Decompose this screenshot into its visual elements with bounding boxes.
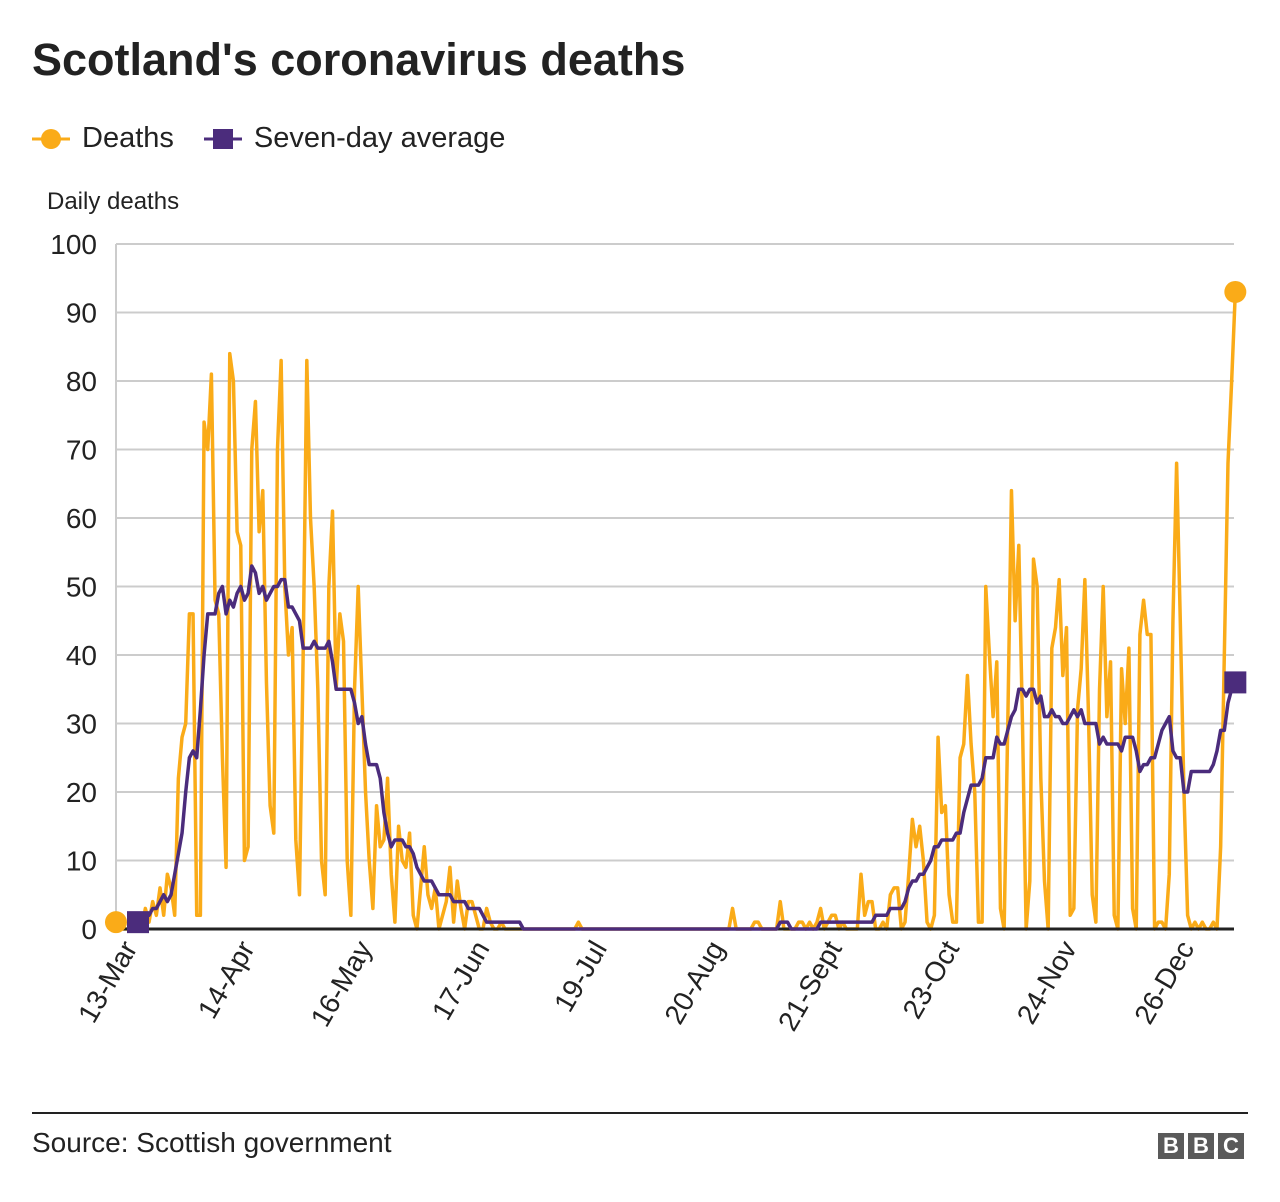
average-endpoint-marker [127,911,149,934]
x-tick-label: 21-Sept [772,935,848,1036]
deaths-line [114,291,1238,931]
square-marker-icon [203,128,242,149]
y-tick-label: 70 [66,435,97,466]
y-tick-label: 90 [66,298,97,329]
line-chart: 0 10 20 30 40 50 60 70 80 90 100 13-Mar 14-Apr 16-May… [50,229,1247,1036]
chart-title: Scotland's coronavirus deaths [32,34,686,85]
y-tick-label: 50 [66,572,97,603]
x-tick-label: 17-Jun [426,936,496,1026]
y-tick-label: 0 [81,914,97,945]
y-tick-label: 40 [66,640,97,671]
x-tick-label: 23-Oct [896,935,965,1023]
y-tick-label: 10 [66,846,97,877]
legend: Deaths Seven-day average [32,122,535,155]
y-tick-label: 30 [66,709,97,740]
x-tick-label: 20-Aug [658,936,730,1030]
x-tick-label: 24-Nov [1011,936,1083,1030]
y-tick-label: 60 [66,503,97,534]
legend-item-deaths: Deaths [32,122,174,155]
circle-marker-icon [32,128,70,149]
source-note: Source: Scottish government [32,1127,392,1158]
legend-label: Seven-day average [253,122,506,154]
x-tick-label: 19-Jul [548,936,613,1018]
deaths-endpoint-marker [1224,280,1247,303]
deaths-endpoint-marker [104,911,127,934]
y-tick-label: 100 [50,229,97,260]
legend-item-average: Seven-day average [203,122,506,155]
x-tick-label: 16-May [305,936,379,1032]
x-tick-label: 26-Dec [1128,936,1200,1030]
average-line [138,564,1237,931]
y-tick-label: 80 [66,366,97,397]
x-tick-label: 13-Mar [72,936,143,1028]
y-axis-label: Daily deaths [47,188,180,215]
average-endpoint-marker [1224,671,1247,694]
y-tick-label: 20 [66,777,97,808]
divider [32,1112,1248,1114]
legend-label: Deaths [82,122,174,154]
x-tick-label: 14-Apr [192,936,261,1024]
